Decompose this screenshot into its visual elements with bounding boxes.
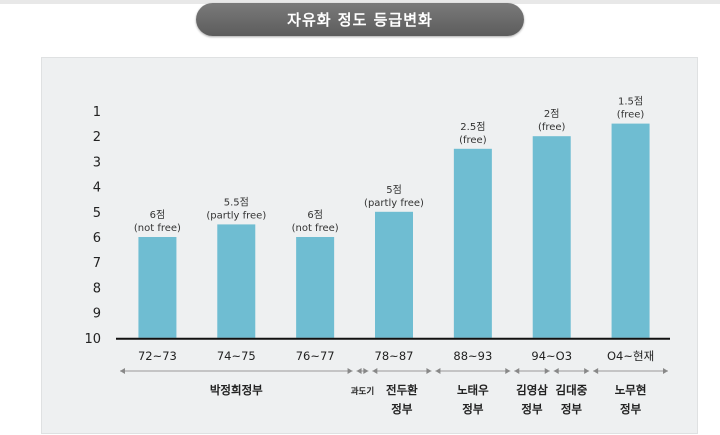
- arrow-head: [544, 368, 550, 374]
- government-label: 정부: [462, 402, 484, 416]
- government-label: 노태우: [457, 383, 489, 397]
- government-label: 정부: [561, 402, 583, 416]
- government-label: 전두환: [386, 383, 418, 397]
- arrow-head: [356, 368, 362, 374]
- data-label-score: 5.5점: [224, 196, 249, 208]
- y-tick-label: 8: [93, 281, 101, 296]
- data-label-score: 2.5점: [460, 121, 485, 133]
- arrow-head: [514, 368, 520, 374]
- data-label-status: (free): [538, 122, 566, 133]
- arrow-head: [363, 368, 369, 374]
- data-label-status: (not free): [134, 223, 181, 234]
- arrow-head: [584, 368, 590, 374]
- data-label-score: 2점: [544, 108, 560, 120]
- y-tick-label: 3: [93, 155, 101, 170]
- arrow-head: [593, 368, 599, 374]
- y-tick-label: 9: [93, 307, 101, 322]
- bar: [138, 237, 177, 338]
- arrow-head: [435, 368, 441, 374]
- government-label: 과도기: [351, 386, 374, 397]
- government-label: 박정희정부: [210, 383, 263, 397]
- arrow-head: [553, 368, 559, 374]
- y-tick-label: 5: [93, 206, 101, 221]
- government-label: 김대중: [556, 383, 588, 397]
- government-label: 김영삼: [516, 383, 548, 397]
- government-label: 노무현: [615, 383, 647, 397]
- bar: [611, 123, 650, 338]
- x-tick-label: 94~O3: [531, 349, 572, 363]
- data-label-status: (not free): [292, 223, 339, 234]
- data-label-status: (free): [617, 110, 645, 121]
- bar: [375, 211, 413, 338]
- x-tick-label: 72~73: [138, 349, 177, 363]
- y-tick-label: 1: [93, 105, 101, 120]
- chart-title: 자유화 정도 등급변화: [196, 3, 524, 36]
- bar: [217, 224, 256, 338]
- data-label-score: 6점: [307, 209, 323, 221]
- data-label-score: 5점: [386, 184, 402, 196]
- arrow-head: [426, 368, 432, 374]
- arrow-head: [372, 368, 378, 374]
- arrow-head: [347, 368, 353, 374]
- government-label: 정부: [391, 402, 413, 416]
- data-label-status: (partly free): [364, 198, 424, 209]
- x-tick-label: 74~75: [217, 349, 256, 363]
- arrow-head: [663, 368, 668, 374]
- government-label: 정부: [521, 402, 543, 416]
- x-tick-label: 78~87: [375, 349, 414, 363]
- x-tick-label: O4~현재: [607, 349, 654, 363]
- y-tick-label: 7: [93, 256, 101, 271]
- bar: [453, 148, 492, 338]
- y-tick-label: 2: [93, 130, 101, 145]
- x-tick-label: 88~93: [453, 349, 492, 363]
- x-tick-label: 76~77: [296, 349, 335, 363]
- data-label-status: (free): [459, 135, 487, 146]
- bar: [532, 136, 571, 338]
- bar: [296, 237, 335, 338]
- y-tick-label: 10: [84, 332, 101, 347]
- government-label: 정부: [620, 402, 642, 416]
- data-label-score: 1.5점: [618, 96, 643, 108]
- arrow-head: [505, 368, 511, 374]
- data-label-status: (partly free): [206, 210, 266, 221]
- data-label-score: 6점: [150, 209, 166, 221]
- y-tick-label: 6: [93, 231, 101, 246]
- y-tick-label: 4: [93, 181, 101, 196]
- arrow-head: [120, 368, 125, 374]
- top-rule: [0, 0, 720, 4]
